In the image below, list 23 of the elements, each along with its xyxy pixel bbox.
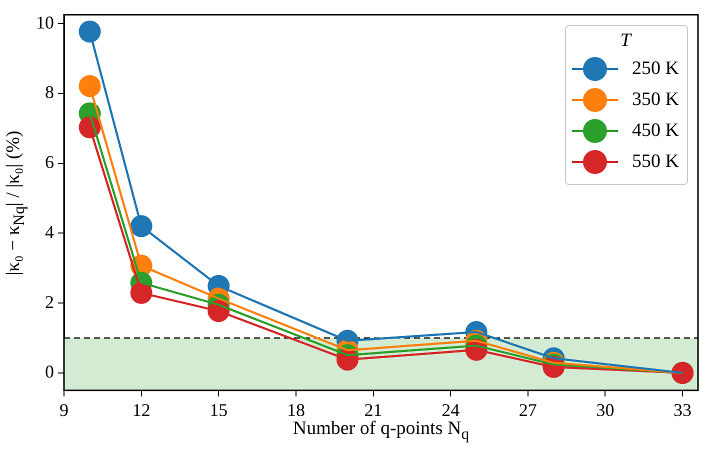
x-tick-label: 27 [518,400,537,420]
x-tick-label: 15 [210,400,228,420]
legend-title: T [619,30,633,52]
x-tick-label: 30 [596,400,614,420]
y-tick-label: 4 [45,222,54,242]
legend-label: 450 K [632,120,679,142]
legend-label: 550 K [632,151,679,174]
point [78,75,101,98]
x-tick-label: 12 [132,400,150,420]
y-tick-label: 6 [45,152,54,172]
point [78,20,101,43]
x-tick-label: 24 [442,400,460,420]
legend-label: 350 K [632,89,679,112]
y-tick-label: 8 [45,82,54,102]
x-tick-label: 9 [60,400,68,420]
legend-label: 250 K [632,58,679,80]
y-tick-label: 10 [36,12,54,32]
x-axis-title: Number of q-points N$_{q}$ [292,418,470,444]
y-tick-label: 0 [45,362,54,382]
x-tick-label: 33 [674,400,692,420]
x-tick-label: 18 [286,400,305,420]
x-tick-label: 21 [364,400,382,420]
y-tick-label: 2 [45,292,54,312]
